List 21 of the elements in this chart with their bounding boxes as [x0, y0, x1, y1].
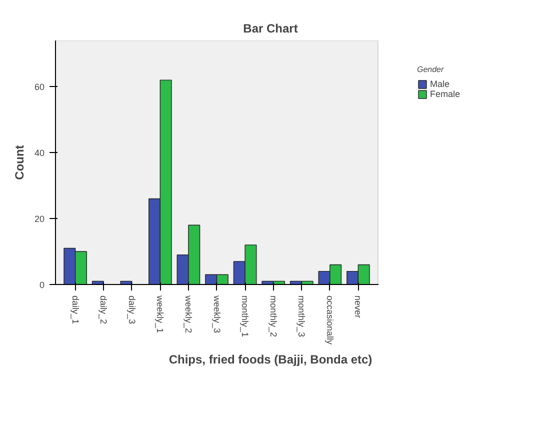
x-tick-label: daily_3 [126, 296, 137, 324]
x-tick-label: daily_1 [70, 296, 80, 324]
x-tick-label: occasionally [324, 296, 335, 346]
legend-label: Male [430, 79, 450, 89]
y-tick-label: 60 [34, 82, 45, 92]
y-tick-label: 40 [34, 148, 45, 158]
x-tick-label: never [353, 296, 364, 318]
y-tick-label: 20 [34, 214, 45, 224]
x-tick-label: weekly_3 [212, 294, 222, 334]
legend-title: Gender [416, 65, 445, 74]
chart-title: Bar Chart [243, 22, 298, 36]
x-tick-label: weekly_2 [183, 294, 194, 334]
x-axis-title: Chips, fried foods (Bajji, Bonda etc) [168, 352, 372, 367]
x-tick-label: weekly_1 [155, 294, 166, 334]
x-tick-label: monthly_3 [296, 296, 307, 338]
y-axis-title: Count [12, 145, 26, 180]
legend-label: Female [430, 89, 460, 99]
y-tick-label: 0 [39, 280, 45, 290]
x-tick-label: daily_2 [98, 296, 109, 324]
x-tick-label: monthly_1 [240, 296, 250, 338]
x-tick-label: monthly_2 [268, 296, 278, 338]
